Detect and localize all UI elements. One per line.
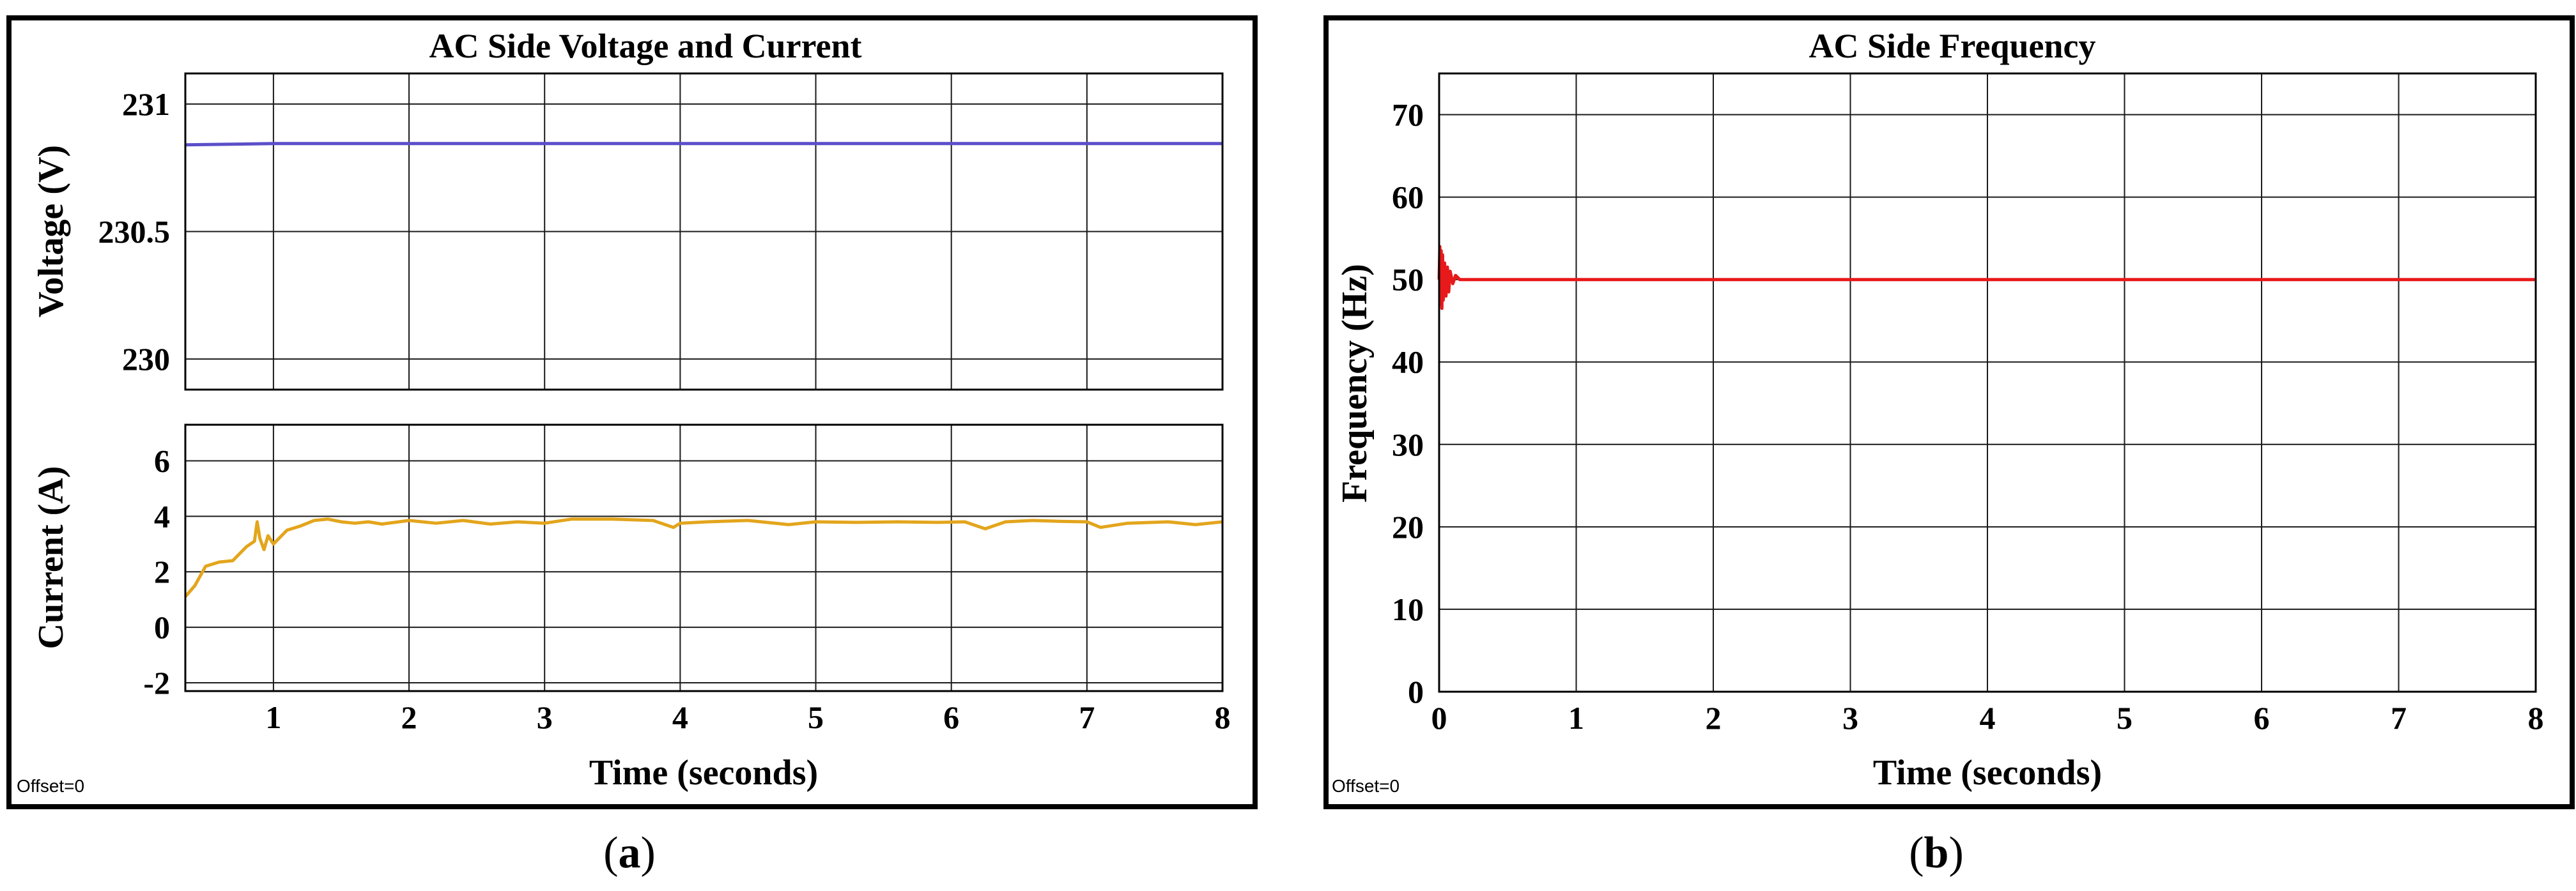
panel-b-caption-letter: b bbox=[1924, 828, 1949, 878]
x-tick-label: 7 bbox=[2391, 700, 2407, 736]
y-tick-label: 10 bbox=[1392, 591, 1424, 627]
panel-a-caption: (a) bbox=[603, 828, 656, 878]
series-line bbox=[184, 517, 1223, 598]
x-axis-label: Time (seconds) bbox=[1873, 753, 2102, 793]
x-tick-label: 3 bbox=[1842, 700, 1858, 736]
panel-a-offset-label: Offset=0 bbox=[17, 776, 84, 796]
x-tick-label: 4 bbox=[1980, 700, 1996, 736]
chart-a-bottom: -2 0 2 4 6 1 2 3 4 5 6 7 8 Current (A) Time (seconds) bbox=[31, 423, 1231, 793]
axes-frame bbox=[1438, 72, 2537, 693]
x-tick-label: 0 bbox=[1431, 700, 1447, 736]
x-tick-label: 1 bbox=[1568, 700, 1584, 736]
y-tick-label: 20 bbox=[1392, 509, 1424, 545]
y-tick-label: 230 bbox=[122, 341, 170, 377]
series-line bbox=[185, 142, 1222, 147]
y-tick-label: 4 bbox=[154, 498, 170, 534]
y-axis-label: Frequency (Hz) bbox=[1335, 264, 1375, 503]
x-axis-label: Time (seconds) bbox=[589, 753, 818, 793]
y-tick-label: 0 bbox=[154, 609, 170, 645]
x-tick-label: 4 bbox=[672, 699, 688, 735]
axes-frame bbox=[184, 423, 1224, 692]
y-tick-label: 60 bbox=[1392, 179, 1424, 215]
y-axis-label: Current (A) bbox=[31, 466, 71, 650]
x-tick-label: 8 bbox=[2528, 700, 2544, 736]
axes-frame bbox=[184, 72, 1224, 391]
y-tick-label: 40 bbox=[1392, 344, 1424, 380]
panel-b-caption: (b) bbox=[1909, 828, 1964, 878]
panel-a-caption-letter: a bbox=[619, 828, 641, 878]
y-tick-label: 0 bbox=[1408, 674, 1424, 710]
y-tick-label: 2 bbox=[154, 554, 170, 590]
plot-background bbox=[185, 425, 1222, 691]
x-tick-label: 1 bbox=[265, 699, 281, 735]
y-tick-label: 30 bbox=[1392, 427, 1424, 462]
x-tick-label: 6 bbox=[2254, 700, 2270, 736]
y-tick-label: 50 bbox=[1392, 262, 1424, 298]
panel-b-offset-label: Offset=0 bbox=[1332, 776, 1400, 796]
x-tick-label: 8 bbox=[1215, 699, 1231, 735]
x-tick-label: 5 bbox=[2117, 700, 2133, 736]
y-axis-label: Voltage (V) bbox=[31, 145, 71, 317]
x-tick-label: 5 bbox=[808, 699, 824, 735]
x-tick-label: 3 bbox=[537, 699, 553, 735]
y-tick-label: 230.5 bbox=[98, 214, 171, 250]
x-tick-label: 6 bbox=[943, 699, 959, 735]
series-line bbox=[1437, 245, 2536, 310]
y-tick-label: 6 bbox=[154, 443, 170, 478]
x-tick-label: 2 bbox=[401, 699, 417, 735]
y-tick-label: 231 bbox=[122, 86, 170, 122]
chart-b: 0 10 20 30 40 50 60 70 0 1 2 3 4 5 6 7 8 Frequency (Hz) Ti… bbox=[1335, 72, 2544, 793]
y-tick-label: 70 bbox=[1392, 97, 1424, 133]
panel-a-title: AC Side Voltage and Current bbox=[429, 27, 861, 65]
x-tick-label: 2 bbox=[1706, 700, 1722, 736]
chart-a-top: 230 230.5 231 Voltage (V) bbox=[31, 72, 1224, 391]
panel-b-title: AC Side Frequency bbox=[1809, 27, 2095, 65]
y-tick-label: -2 bbox=[143, 665, 170, 701]
x-tick-label: 7 bbox=[1079, 699, 1095, 735]
